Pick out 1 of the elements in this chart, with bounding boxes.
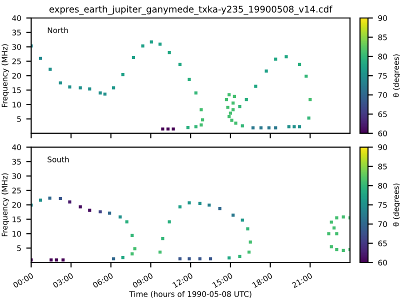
chart-title: expres_earth_jupiter_ganymede_txka-y235_19900508_v14.cdf bbox=[49, 6, 332, 15]
